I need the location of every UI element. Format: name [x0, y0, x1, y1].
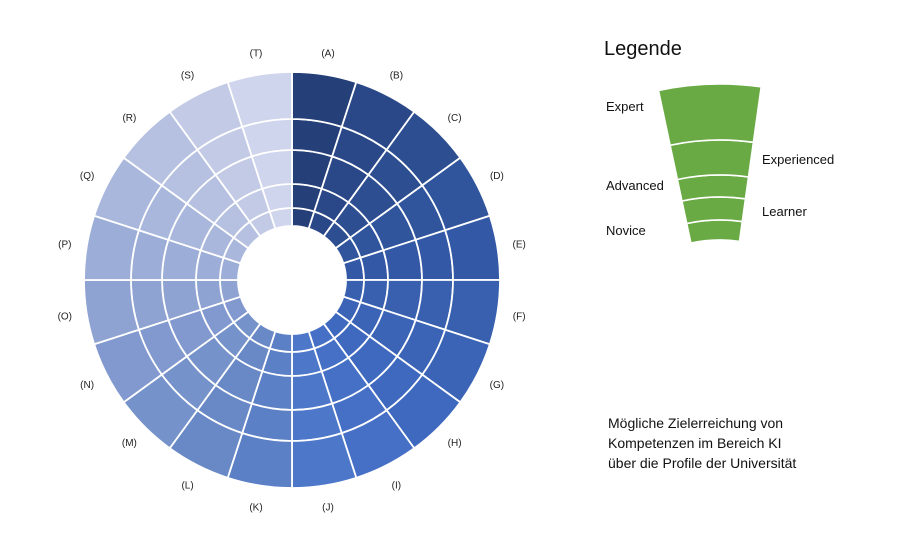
legend-band-experienced [669, 139, 755, 181]
segment-label-n: (N) [80, 380, 94, 391]
legend-band-advanced [676, 174, 750, 202]
segment-label-d: (D) [490, 171, 504, 182]
legend-band-expert [657, 83, 763, 147]
segment-label-s: (S) [181, 71, 194, 82]
segment-label-k: (K) [249, 503, 262, 514]
segment-label-o: (O) [58, 312, 72, 323]
segment-label-l: (L) [181, 480, 193, 491]
description-line-3: über die Profile der Universität [608, 455, 797, 471]
segment-label-t: (T) [250, 48, 263, 59]
segment-label-a: (A) [321, 48, 334, 59]
legend-label-expert: Expert [606, 99, 644, 114]
legend-title: Legende [604, 38, 682, 60]
description-line-1: Mögliche Zielerreichung von [608, 415, 784, 431]
segment-label-g: (G) [490, 380, 504, 391]
segment-label-r: (R) [122, 113, 136, 124]
legend-label-novice: Novice [606, 223, 646, 238]
segment-label-b: (B) [390, 71, 403, 82]
segment-label-i: (I) [392, 480, 401, 491]
description-line-2: Kompetenzen im Bereich KI [608, 435, 782, 451]
segment-label-j: (J) [322, 503, 334, 514]
segment-label-q: (Q) [80, 171, 94, 182]
segment-label-p: (P) [58, 240, 71, 251]
segment-label-m: (M) [122, 438, 137, 449]
legend-label-experienced: Experienced [762, 152, 835, 167]
segment-label-e: (E) [513, 240, 526, 251]
wheel-cell-t-expert [226, 71, 293, 129]
legend-label-advanced: Advanced [606, 178, 664, 193]
segment-label-c: (C) [448, 113, 462, 124]
segment-label-h: (H) [448, 438, 462, 449]
legend-label-learner: Learner [762, 204, 807, 219]
description-text: Mögliche Zielerreichung von Kompetenzen … [608, 413, 888, 473]
segment-label-f: (F) [513, 312, 526, 323]
legend-band-learner [681, 196, 747, 225]
legend-band-novice [685, 219, 744, 245]
